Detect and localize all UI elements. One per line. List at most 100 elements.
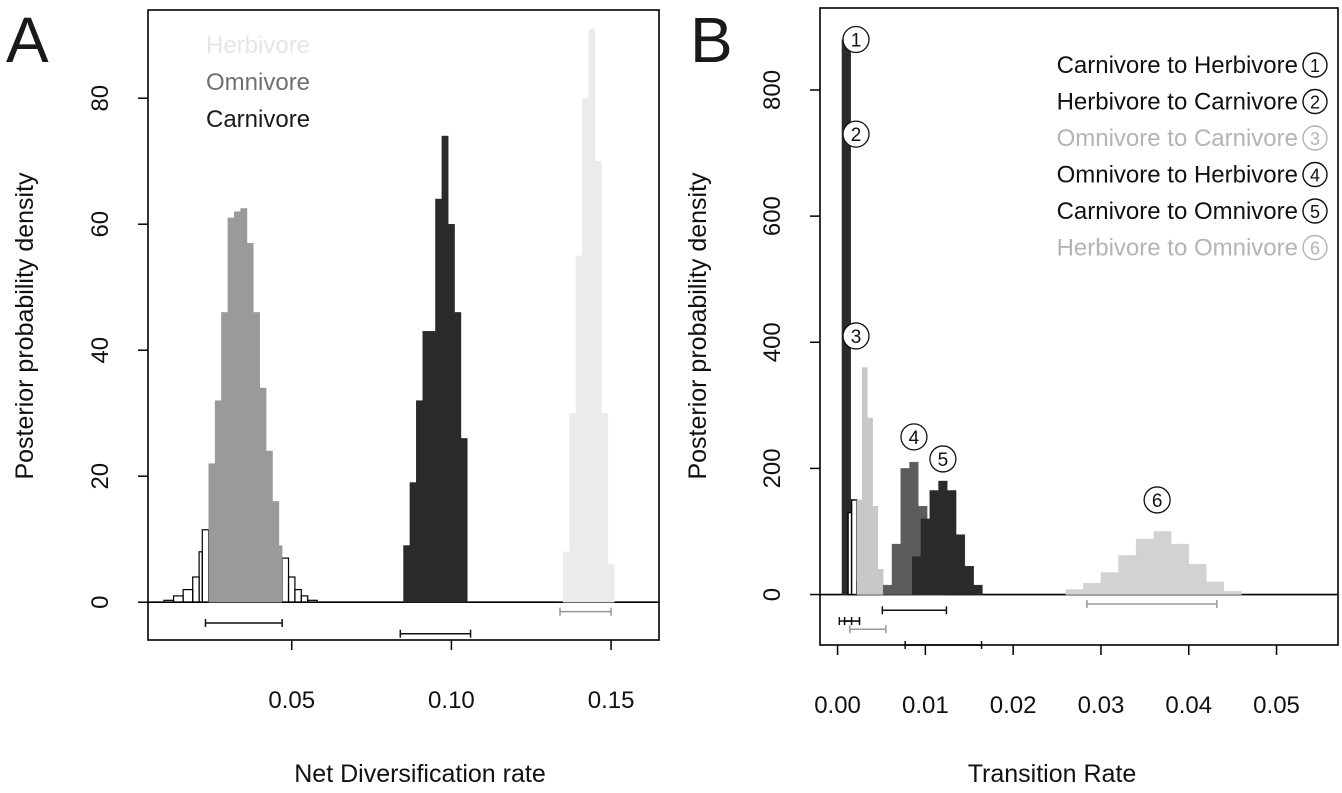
legend-herbivore: Herbivore <box>206 32 310 59</box>
legend-entry-1: Carnivore to Herbivore 1 <box>1057 52 1327 79</box>
panel-b-herbivore-to-omnivore-bin <box>1066 589 1084 594</box>
panel-b-herbivore-to-omnivore-bin <box>1206 582 1224 595</box>
panel-a-omnivore-credible-interval <box>205 619 282 627</box>
panel-a-omnivore-bin <box>260 388 266 602</box>
panel-a-y-tick-label: 80 <box>87 85 114 112</box>
svg-text:2: 2 <box>1310 93 1320 113</box>
legend-entry-5: Carnivore to Omnivore 5 <box>1057 198 1327 225</box>
legend-entry-2: Herbivore to Carnivore 2 <box>1057 89 1327 116</box>
panel-b-y-axis-label: Posterior probability density <box>684 172 712 480</box>
legend-entry-6: Herbivore to Omnivore 6 <box>1057 235 1327 262</box>
svg-text:Herbivore to Carnivore: Herbivore to Carnivore <box>1057 89 1298 116</box>
panel-b-y-tick-label: 200 <box>759 448 786 488</box>
panel-a-carnivore-bin <box>455 312 461 602</box>
panel-b-herbivore-to-omnivore-bin <box>1171 544 1189 594</box>
svg-text:Omnivore to Herbivore: Omnivore to Herbivore <box>1057 162 1298 189</box>
panel-b-x-tick-label: 0.05 <box>1253 692 1300 719</box>
svg-text:2: 2 <box>851 125 862 146</box>
panel-a-herbivore-bin <box>570 413 576 602</box>
panel-a-x-tick-label: 0.05 <box>268 687 315 714</box>
panel-b-carnivore-to-omnivore-bin <box>947 490 956 594</box>
peak-label-4: 4 <box>901 424 927 450</box>
panel-a-omnivore-tail-bin <box>289 577 295 602</box>
peak-label-1: 1 <box>843 27 869 53</box>
panel-b-carnivore-to-herbivore-bin <box>842 40 846 595</box>
panel-a-y-axis-label: Posterior probability density <box>11 172 39 480</box>
svg-text:3: 3 <box>1310 129 1320 149</box>
panel-a-omnivore-bin <box>273 501 279 602</box>
legend-entry-4: Omnivore to Herbivore 4 <box>1057 162 1327 189</box>
panel-a-omnivore-bin <box>241 208 247 602</box>
svg-text:1: 1 <box>851 31 862 52</box>
svg-text:6: 6 <box>1152 491 1163 512</box>
panel-b-carnivore-to-omnivore-bin <box>956 535 965 595</box>
panel-a-omnivore-tail-bin <box>301 596 307 602</box>
peak-label-6: 6 <box>1144 487 1170 513</box>
panel-b-x-tick-label: 0.03 <box>1078 692 1125 719</box>
panel-b-carnivore-to-omnivore-bin <box>965 566 974 594</box>
svg-text:5: 5 <box>938 450 949 471</box>
panel-a-x-tick-label: 0.10 <box>428 687 475 714</box>
panel-a-x-tick-label: 0.15 <box>588 687 635 714</box>
panel-a-y-tick-label: 20 <box>87 463 114 490</box>
panel-label-b: B <box>690 4 733 76</box>
panel-b-omnivore-to-carnivore-bin <box>857 500 862 595</box>
panel-a-herbivore-bin <box>563 552 569 602</box>
panel-b-omnivore-to-carnivore-credible-interval <box>850 625 886 633</box>
panel-b-carnivore-to-omnivore-bin <box>939 481 948 595</box>
panel-b-omnivore-to-carnivore-bin <box>867 418 872 595</box>
panel-a-herbivore-bin <box>582 98 588 602</box>
svg-text:5: 5 <box>1310 202 1320 222</box>
panel-a-x-axis-label: Net Diversification rate <box>294 760 545 788</box>
panel-b-herbivore-to-omnivore-bin <box>1224 591 1242 594</box>
panel-b-carnivore-to-omnivore-bin <box>912 557 921 595</box>
panel-b-herbivore-to-omnivore-bin <box>1101 572 1119 594</box>
panel-b-omnivore-to-herbivore-credible-interval <box>882 606 946 614</box>
panel-b-y-tick-label: 400 <box>759 322 786 362</box>
panel-a-carnivore-credible-interval <box>400 630 470 638</box>
panel-b-y-tick-label: 0 <box>759 588 786 601</box>
panel-b-omnivore-to-herbivore-bin <box>892 544 901 594</box>
panel-label-a: A <box>6 4 49 76</box>
panel-b-omnivore-to-carnivore-bin <box>878 569 883 594</box>
panel-a: A Herbivore Omnivore Carnivore 0.05 0.10 0… <box>6 4 659 788</box>
panel-b-herbivore-to-omnivore-bin <box>1189 564 1207 594</box>
panel-b-omnivore-to-carnivore-bin <box>862 367 867 594</box>
panel-a-omnivore-tail-bin <box>174 596 184 602</box>
panel-a-omnivore-bin <box>253 312 259 602</box>
panel-b-herbivore-to-carnivore-bin <box>852 500 857 595</box>
panel-a-omnivore-bin <box>221 312 227 602</box>
panel-a-omnivore-bin <box>215 401 221 603</box>
panel-a-omnivore-tail-bin <box>308 600 318 602</box>
peak-label-2: 2 <box>843 121 869 147</box>
svg-text:Carnivore to Herbivore: Carnivore to Herbivore <box>1057 52 1298 79</box>
panel-b-carnivore-to-omnivore-bin <box>930 490 939 594</box>
panel-b-legend: Carnivore to Herbivore 1 Herbivore to Carn… <box>1057 52 1327 262</box>
svg-text:Herbivore to Omnivore: Herbivore to Omnivore <box>1057 235 1298 262</box>
panel-a-carnivore-bin <box>416 401 422 603</box>
panel-b-herbivore-to-omnivore-bin <box>1154 531 1172 594</box>
panel-a-omnivore-tail-bin <box>183 590 193 603</box>
panel-b-carnivore-to-omnivore-bin <box>921 519 930 595</box>
panel-a-omnivore-tail-bin <box>282 558 288 602</box>
panel-a-legend: Herbivore Omnivore Carnivore <box>206 32 310 133</box>
svg-text:Omnivore to Carnivore: Omnivore to Carnivore <box>1057 125 1298 152</box>
legend-carnivore: Carnivore <box>206 106 310 133</box>
svg-text:6: 6 <box>1310 239 1320 259</box>
panel-a-carnivore-bin <box>423 331 429 602</box>
panel-b: B 123456 Carnivore to Herbivore 1Herbivor… <box>684 4 1338 788</box>
panel-a-omnivore-tail-bin <box>202 530 208 602</box>
panel-b-herbivore-to-omnivore-credible-interval <box>1087 600 1217 608</box>
panel-b-herbivore-to-omnivore-bin <box>1119 555 1137 594</box>
panel-a-omnivore-tail-bin <box>295 590 301 603</box>
panel-a-carnivore-bin <box>410 483 416 603</box>
panel-a-y-tick-label: 40 <box>87 337 114 364</box>
panel-a-y-tick-label: 60 <box>87 211 114 238</box>
panel-a-herbivore-bin <box>595 161 601 602</box>
svg-text:4: 4 <box>1310 166 1320 186</box>
panel-b-x-axis-label: Transition Rate <box>968 760 1137 788</box>
panel-b-omnivore-to-herbivore-bin <box>883 585 892 594</box>
panel-a-omnivore-tail-bin <box>193 577 199 602</box>
panel-a-carnivore-bin <box>429 331 435 602</box>
